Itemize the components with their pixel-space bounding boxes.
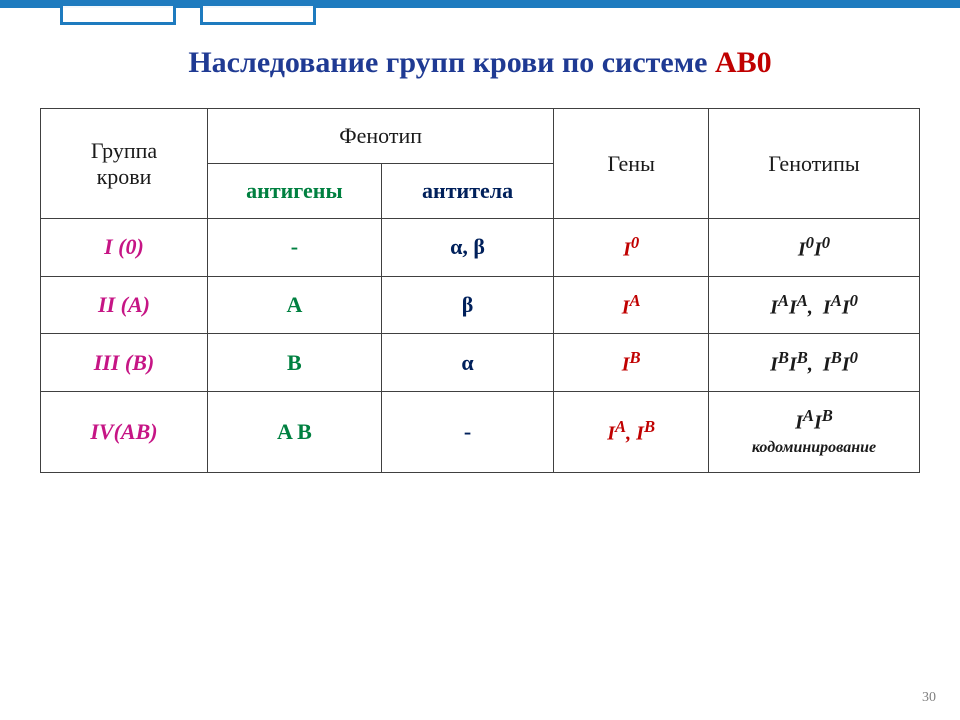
cell-genes: IA, IB [554,391,709,472]
cell-genotypes: IAIA, IAI0 [709,276,920,334]
col-group: Группакрови [41,109,208,219]
table-row: IV(AB)A B-IA, IBIAIBкодоминирование [41,391,920,472]
col-antibodies: антитела [381,164,554,219]
col-antigens: антигены [207,164,381,219]
cell-group: IV(AB) [41,391,208,472]
cell-group: III (B) [41,334,208,392]
cell-antigen: B [207,334,381,392]
tab-decoration [60,6,176,25]
cell-antigen: - [207,219,381,277]
cell-genotypes: IAIBкодоминирование [709,391,920,472]
col-genotypes: Генотипы [709,109,920,219]
title-suffix: AB0 [715,46,772,79]
cell-antibody: α [381,334,554,392]
slide-frame: Наследование групп крови по системе AB0 … [0,0,960,720]
cell-antigen: A B [207,391,381,472]
table-row: II (A)AβIAIAIA, IAI0 [41,276,920,334]
cell-antigen: A [207,276,381,334]
cell-antibody: β [381,276,554,334]
title-prefix: Наследование групп крови по системе [188,46,715,79]
cell-antibody: α, β [381,219,554,277]
tab-decoration [200,6,316,25]
cell-genes: I0 [554,219,709,277]
cell-genes: IB [554,334,709,392]
cell-group: II (A) [41,276,208,334]
cell-genes: IA [554,276,709,334]
page-title: Наследование групп крови по системе AB0 [0,46,960,80]
decorative-tabs [60,6,316,25]
col-phenotype: Фенотип [207,109,553,164]
table-header-row: Группакрови Фенотип Гены Генотипы [41,109,920,164]
col-genes: Гены [554,109,709,219]
blood-type-table: Группакрови Фенотип Гены Генотипы антиге… [40,108,920,473]
table-row: III (B)BαIBIBIB, IBI0 [41,334,920,392]
cell-genotypes: I0I0 [709,219,920,277]
table-row: I (0)-α, βI0I0I0 [41,219,920,277]
cell-antibody: - [381,391,554,472]
cell-genotypes: IBIB, IBI0 [709,334,920,392]
cell-group: I (0) [41,219,208,277]
slide-number: 30 [922,690,936,706]
